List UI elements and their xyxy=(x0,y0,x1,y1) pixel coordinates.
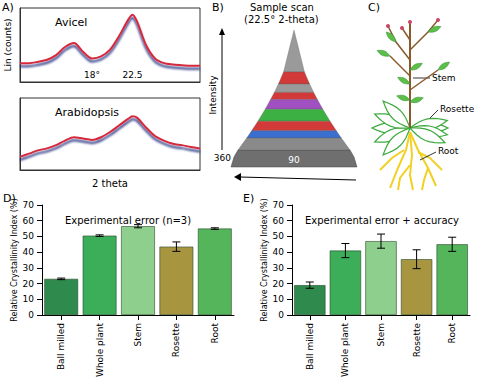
svg-text:Experimental error (n=3): Experimental error (n=3) xyxy=(65,215,191,226)
svg-text:40: 40 xyxy=(23,247,35,257)
svg-text:Rosette: Rosette xyxy=(171,323,181,358)
svg-text:A): A) xyxy=(2,1,14,14)
svg-text:60: 60 xyxy=(23,216,35,226)
svg-text:Sample scan: Sample scan xyxy=(250,2,314,13)
svg-text:20: 20 xyxy=(23,279,35,289)
svg-text:Intensity: Intensity xyxy=(208,75,218,115)
svg-text:(22.5° 2-theta): (22.5° 2-theta) xyxy=(244,14,319,25)
svg-text:20: 20 xyxy=(273,279,285,289)
svg-text:Arabidopsis: Arabidopsis xyxy=(55,106,119,119)
svg-text:70: 70 xyxy=(23,200,35,210)
svg-text:Stem: Stem xyxy=(133,323,143,347)
svg-text:22.5: 22.5 xyxy=(122,70,142,80)
svg-text:Stem: Stem xyxy=(432,73,456,83)
svg-text:Avicel: Avicel xyxy=(55,16,87,29)
svg-text:Root: Root xyxy=(210,323,220,344)
svg-text:2 theta: 2 theta xyxy=(92,178,128,189)
svg-text:50: 50 xyxy=(273,231,285,241)
svg-text:Lin (counts): Lin (counts) xyxy=(3,18,13,71)
svg-text:C): C) xyxy=(368,1,380,14)
svg-text:0: 0 xyxy=(278,310,284,320)
svg-text:Root: Root xyxy=(438,146,459,156)
svg-text:60: 60 xyxy=(273,216,285,226)
svg-text:Whole plant: Whole plant xyxy=(340,323,350,377)
svg-text:360: 360 xyxy=(214,153,231,163)
svg-text:10: 10 xyxy=(23,294,35,304)
svg-text:Experimental error + accuracy: Experimental error + accuracy xyxy=(305,215,459,226)
svg-text:10: 10 xyxy=(273,294,285,304)
svg-text:E): E) xyxy=(243,192,254,205)
svg-text:B): B) xyxy=(212,1,224,14)
svg-text:Stem: Stem xyxy=(376,323,386,347)
svg-text:50: 50 xyxy=(23,231,35,241)
svg-text:Ball milled: Ball milled xyxy=(56,323,66,370)
svg-text:Ball milled: Ball milled xyxy=(305,323,315,370)
svg-text:D): D) xyxy=(3,192,16,205)
svg-text:90: 90 xyxy=(288,155,300,165)
svg-text:18°: 18° xyxy=(84,70,100,80)
svg-text:0: 0 xyxy=(28,310,34,320)
svg-text:30: 30 xyxy=(23,263,35,273)
svg-text:Rosette: Rosette xyxy=(412,323,422,358)
svg-text:30: 30 xyxy=(273,263,285,273)
svg-text:Relative Crystallinity Index (: Relative Crystallinity Index (%) xyxy=(260,198,269,321)
svg-text:Relative Crystallinity Index (: Relative Crystallinity Index (%) xyxy=(10,198,19,321)
svg-text:70: 70 xyxy=(273,200,285,210)
svg-text:40: 40 xyxy=(273,247,285,257)
svg-text:Whole plant: Whole plant xyxy=(95,323,105,377)
svg-text:Rosette: Rosette xyxy=(440,104,475,114)
svg-text:Root: Root xyxy=(447,323,457,344)
